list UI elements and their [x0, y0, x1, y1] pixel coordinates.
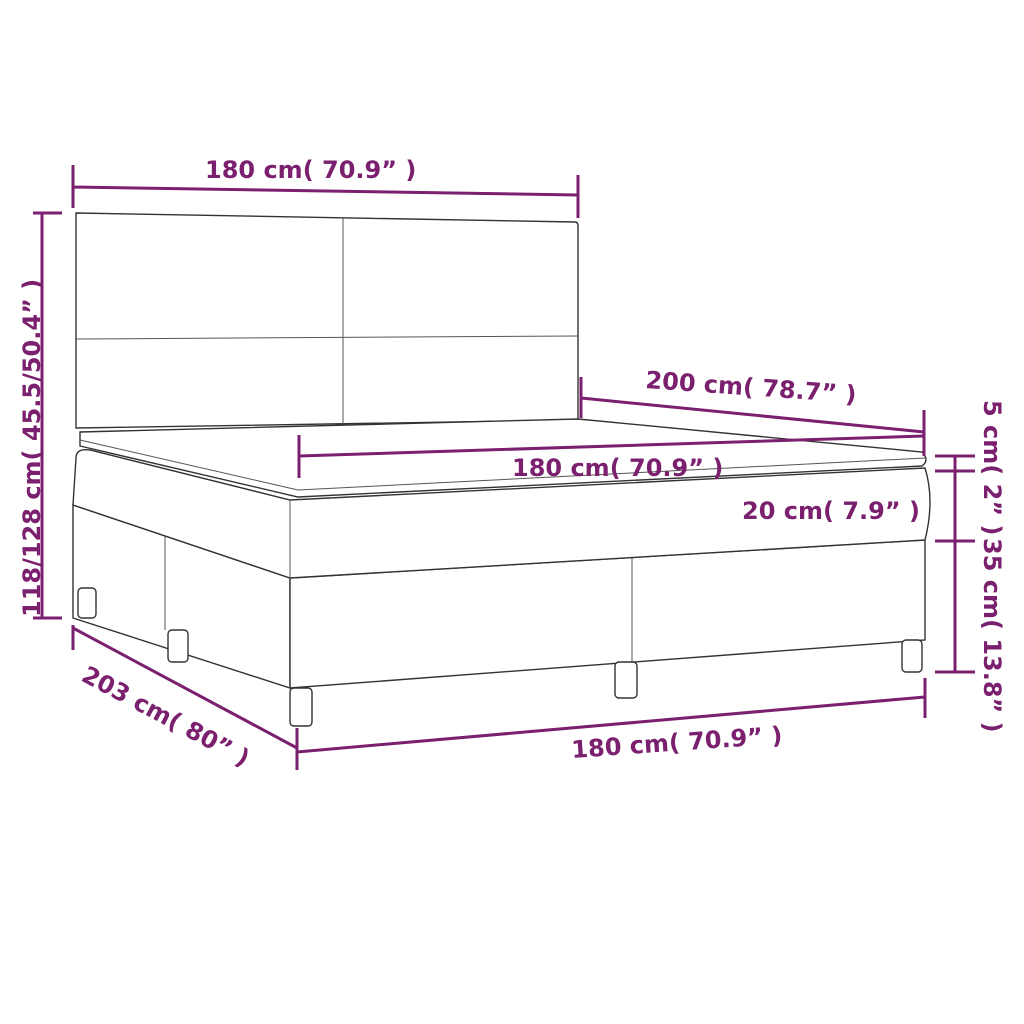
leg: [901, 639, 923, 673]
base-height-label: 35 cm( 13.8” ): [978, 538, 1006, 733]
bed-drawing: [72, 212, 931, 727]
topper-height-label: 5 cm( 2” ): [978, 400, 1006, 535]
base-width-label: 180 cm( 70.9” ): [570, 721, 783, 764]
mattress-height-label: 20 cm( 7.9” ): [742, 497, 920, 525]
leg: [167, 629, 189, 663]
leg: [289, 687, 313, 727]
box-spring-base: [72, 504, 926, 727]
headboard-width-label: 180 cm( 70.9” ): [205, 156, 416, 184]
total-height-label: 118/128 cm( 45.5/50.4” ): [18, 279, 46, 617]
mattress-width-label: 180 cm( 70.9” ): [512, 454, 723, 482]
mattress: [72, 448, 931, 579]
headboard: [75, 212, 579, 429]
dimension-lines: [33, 165, 975, 770]
length-label: 200 cm( 78.7” ): [645, 366, 858, 409]
leg: [77, 587, 97, 619]
mattress-topper: [79, 418, 927, 498]
leg: [614, 661, 638, 699]
